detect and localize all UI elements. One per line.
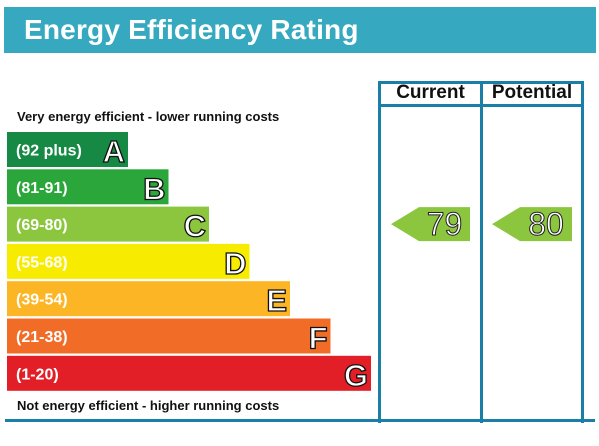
band-letter-C: C [184,209,206,244]
band-letter-E: E [266,283,287,318]
current-column-header: Current [396,82,465,103]
band-letter-A: A [103,134,125,169]
band-letter-F: F [309,321,328,356]
band-bar-D [7,243,250,279]
potential-rating-arrow [492,207,572,242]
current-rating-value: 79 [427,206,463,242]
band-bar-B [7,169,169,205]
band-range-E: (39-54) [16,292,68,309]
potential-column-header: Potential [491,82,573,103]
band-range-A: (92 plus) [16,143,82,160]
band-range-F: (21-38) [16,329,68,346]
band-bar-F [7,318,331,354]
potential-rating-value: 80 [528,206,564,242]
header-divider [378,104,581,107]
band-bar-C [7,206,209,242]
top-caption: Very energy efficient - lower running co… [17,109,280,124]
band-range-B: (81-91) [16,180,68,197]
chart-title: Energy Efficiency Rating [24,14,359,45]
bottom-caption: Not energy efficient - higher running co… [17,398,280,413]
band-range-C: (69-80) [16,217,68,234]
band-range-D: (55-68) [16,254,68,271]
band-bar-G [7,355,371,391]
header-bar: Energy Efficiency Rating [4,7,596,53]
band-bar-E [7,281,290,317]
band-letter-B: B [143,171,165,206]
band-letter-G: G [344,358,368,393]
bottom-rule [5,419,595,422]
potential-column-frame [480,81,584,423]
band-range-G: (1-20) [16,366,59,383]
band-bar-A [7,132,128,167]
current-rating-arrow [391,207,470,242]
band-letter-D: D [224,246,246,281]
